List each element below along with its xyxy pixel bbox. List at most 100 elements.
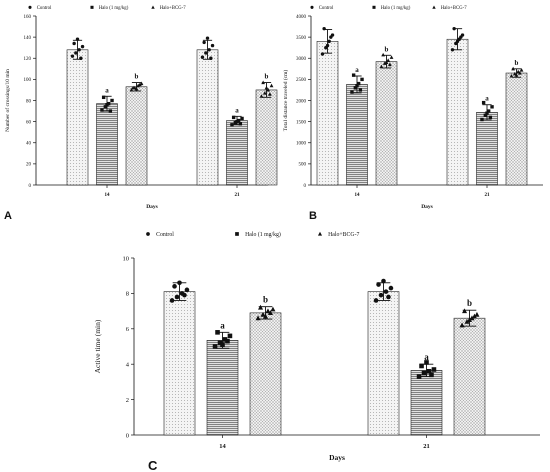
data-point bbox=[260, 311, 266, 317]
bar-a-2-0 bbox=[125, 86, 148, 186]
data-point bbox=[222, 337, 228, 342]
x-tick-label: 21 bbox=[235, 193, 241, 198]
bar-c-2-1 bbox=[453, 317, 486, 436]
data-point bbox=[262, 91, 267, 95]
data-point bbox=[261, 80, 266, 85]
data-point bbox=[462, 308, 468, 314]
data-point bbox=[137, 82, 142, 87]
data-point bbox=[75, 37, 80, 41]
x-tick-label: 21 bbox=[485, 193, 491, 198]
legend-marker-1 bbox=[372, 5, 376, 9]
bar-a-1-1 bbox=[226, 120, 248, 186]
data-point bbox=[262, 313, 269, 319]
data-point bbox=[516, 69, 521, 74]
bar-b-0-0 bbox=[316, 41, 339, 186]
data-point bbox=[72, 41, 76, 46]
data-point bbox=[469, 315, 475, 321]
data-point bbox=[459, 322, 465, 328]
data-point bbox=[379, 64, 384, 69]
data-point bbox=[131, 85, 136, 90]
data-point bbox=[485, 111, 489, 115]
x-axis-label: Days bbox=[146, 204, 158, 210]
significance-label: a bbox=[220, 320, 225, 330]
data-point bbox=[464, 318, 470, 324]
data-point bbox=[202, 40, 206, 45]
data-point bbox=[517, 70, 522, 75]
data-point bbox=[355, 84, 359, 88]
data-point bbox=[79, 56, 83, 60]
y-axis-label: Total distance traveled (cm) bbox=[282, 70, 289, 132]
data-point bbox=[220, 342, 225, 348]
y-tick-label: 2500 bbox=[296, 78, 307, 83]
data-point bbox=[373, 298, 379, 303]
y-tick-label: 0 bbox=[126, 432, 129, 439]
data-point bbox=[424, 360, 429, 365]
data-point bbox=[172, 284, 177, 289]
y-tick-label: 100 bbox=[24, 78, 32, 83]
bar-a-2-1 bbox=[255, 89, 278, 186]
data-point bbox=[511, 66, 516, 71]
legend-marker-2 bbox=[432, 5, 436, 9]
bar-c-0-1 bbox=[367, 291, 400, 436]
y-tick-label: 1500 bbox=[296, 120, 307, 125]
legend-label-2: Halo+BCG-7 bbox=[160, 6, 186, 11]
data-point bbox=[509, 73, 514, 78]
data-point bbox=[200, 55, 205, 59]
data-point bbox=[474, 311, 480, 317]
data-point bbox=[136, 83, 141, 88]
bar-c-0-0 bbox=[163, 291, 196, 436]
data-point bbox=[471, 313, 477, 319]
legend-marker-0 bbox=[28, 5, 32, 9]
significance-label: b bbox=[385, 45, 389, 53]
data-point bbox=[376, 282, 381, 287]
data-point bbox=[358, 88, 363, 92]
data-point bbox=[265, 308, 271, 314]
bar-a-0-1 bbox=[196, 49, 219, 186]
data-point bbox=[169, 298, 175, 303]
data-point bbox=[381, 52, 386, 57]
y-tick-label: 3000 bbox=[296, 57, 307, 62]
y-tick-label: 4 bbox=[126, 361, 130, 368]
data-point bbox=[204, 51, 208, 55]
x-tick-label: 14 bbox=[355, 193, 361, 198]
panel-letter: A bbox=[4, 210, 12, 222]
y-tick-label: 0 bbox=[29, 184, 32, 189]
legend-label-2: Halo+BCG-7 bbox=[328, 232, 359, 238]
data-point bbox=[217, 340, 223, 346]
legend-marker-1 bbox=[235, 232, 239, 236]
data-point bbox=[378, 292, 384, 298]
y-tick-label: 80 bbox=[26, 99, 32, 104]
y-tick-label: 140 bbox=[24, 36, 32, 41]
data-point bbox=[488, 115, 493, 120]
y-tick-label: 1000 bbox=[296, 142, 307, 147]
x-tick-label: 21 bbox=[423, 443, 430, 450]
data-point bbox=[225, 338, 230, 344]
bar-b-0-1 bbox=[446, 38, 469, 186]
data-point bbox=[386, 58, 391, 62]
data-point bbox=[466, 317, 473, 323]
data-point bbox=[384, 60, 389, 65]
data-point bbox=[389, 55, 394, 59]
bar-a-1-0 bbox=[96, 103, 118, 186]
data-point bbox=[452, 26, 456, 31]
data-point bbox=[230, 123, 234, 127]
data-point bbox=[134, 86, 139, 91]
legend-marker-1 bbox=[90, 5, 94, 9]
y-tick-label: 20 bbox=[26, 163, 32, 168]
data-point bbox=[327, 39, 331, 44]
data-point bbox=[258, 304, 264, 310]
data-point bbox=[74, 51, 78, 55]
data-point bbox=[419, 363, 424, 369]
data-point bbox=[325, 43, 330, 48]
y-axis-label: Number of crossings/10 min bbox=[4, 69, 11, 132]
legend-label-1: Halo (1 mg/kg) bbox=[99, 6, 129, 11]
y-tick-label: 500 bbox=[299, 163, 307, 168]
y-tick-label: 120 bbox=[24, 57, 32, 62]
data-point bbox=[105, 103, 109, 107]
y-tick-label: 2 bbox=[126, 397, 129, 404]
data-point bbox=[100, 108, 104, 112]
significance-label: b bbox=[515, 59, 519, 67]
bar-c-1-1 bbox=[410, 370, 443, 436]
data-point bbox=[269, 83, 274, 88]
